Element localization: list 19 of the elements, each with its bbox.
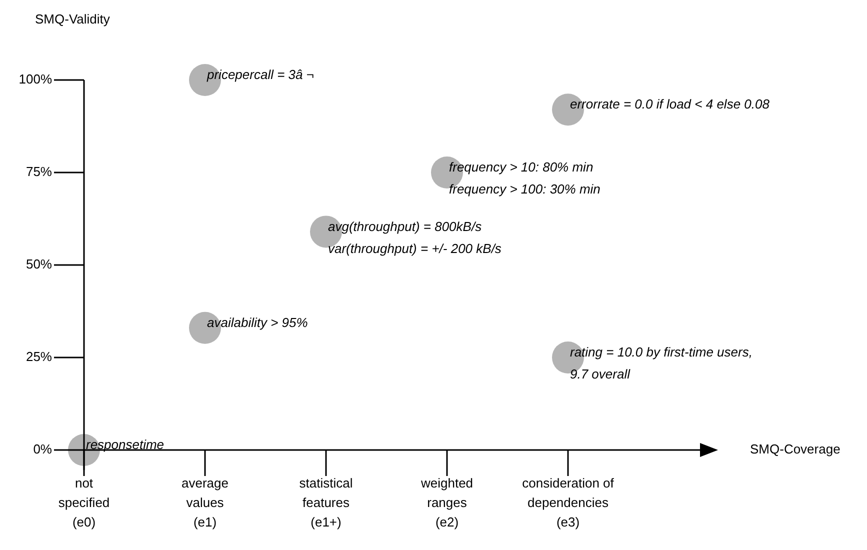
- y-tick-label: 100%: [18, 72, 52, 87]
- annotation: rating = 10.0 by first-time users, 9.7 overall: [570, 344, 752, 382]
- annotation: avg(throughput) = 800kB/s var(throughput) = +/- 200 kB/s: [328, 218, 502, 256]
- x-tick-label: statistical features (e1+): [299, 475, 353, 530]
- y-tick-label: 50%: [26, 256, 52, 272]
- y-tick-label: 25%: [26, 349, 52, 364]
- y-tick-label: 0%: [33, 442, 52, 457]
- x-tick-label: weighted ranges (e2): [420, 475, 474, 530]
- annotation: responsetime: [86, 437, 164, 452]
- x-axis-title: SMQ-Coverage: [750, 442, 840, 457]
- annotation: errorrate = 0.0 if load < 4 else 0.08: [570, 96, 770, 112]
- x-tick-label: average values (e1): [182, 475, 228, 530]
- y-axis-title: SMQ-Validity: [35, 12, 110, 27]
- annotation: pricepercall = 3â ¬: [206, 67, 314, 82]
- x-tick-label: consideration of dependencies (e3): [522, 475, 614, 530]
- annotation: availability > 95%: [207, 315, 308, 330]
- x-tick-label: not specified (e0): [58, 475, 110, 530]
- y-tick-label: 75%: [26, 164, 52, 180]
- annotation: frequency > 10: 80% min frequency > 100: 30% min: [449, 160, 600, 197]
